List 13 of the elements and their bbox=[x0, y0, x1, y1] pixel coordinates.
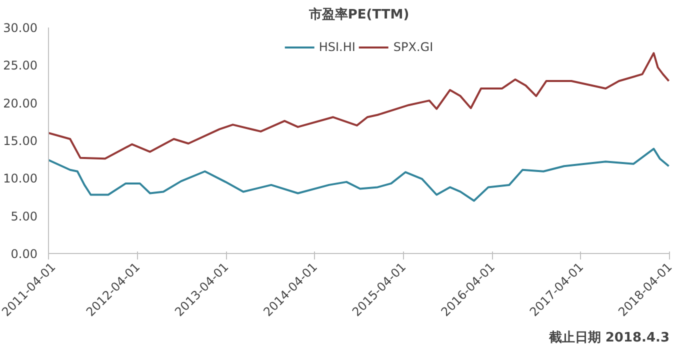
y-tick-label: 30.00 bbox=[3, 21, 38, 35]
line-series bbox=[48, 52, 670, 160]
legend-label: HSI.HI bbox=[318, 40, 356, 54]
y-tick-label: 0.00 bbox=[10, 247, 38, 261]
chart-title: 市盈率PE(TTM) bbox=[308, 6, 410, 22]
y-tick-label: 5.00 bbox=[10, 209, 38, 224]
y-tick-label: 10.00 bbox=[3, 172, 38, 186]
y-tick-label: 20.00 bbox=[3, 96, 38, 110]
y-tick-label: 25.00 bbox=[3, 58, 38, 73]
legend-label: SPX.GI bbox=[393, 40, 434, 54]
line-series bbox=[48, 148, 670, 202]
text: 截止日期 2018.4.3 bbox=[548, 330, 670, 346]
y-tick-label: 15.00 bbox=[3, 134, 38, 148]
